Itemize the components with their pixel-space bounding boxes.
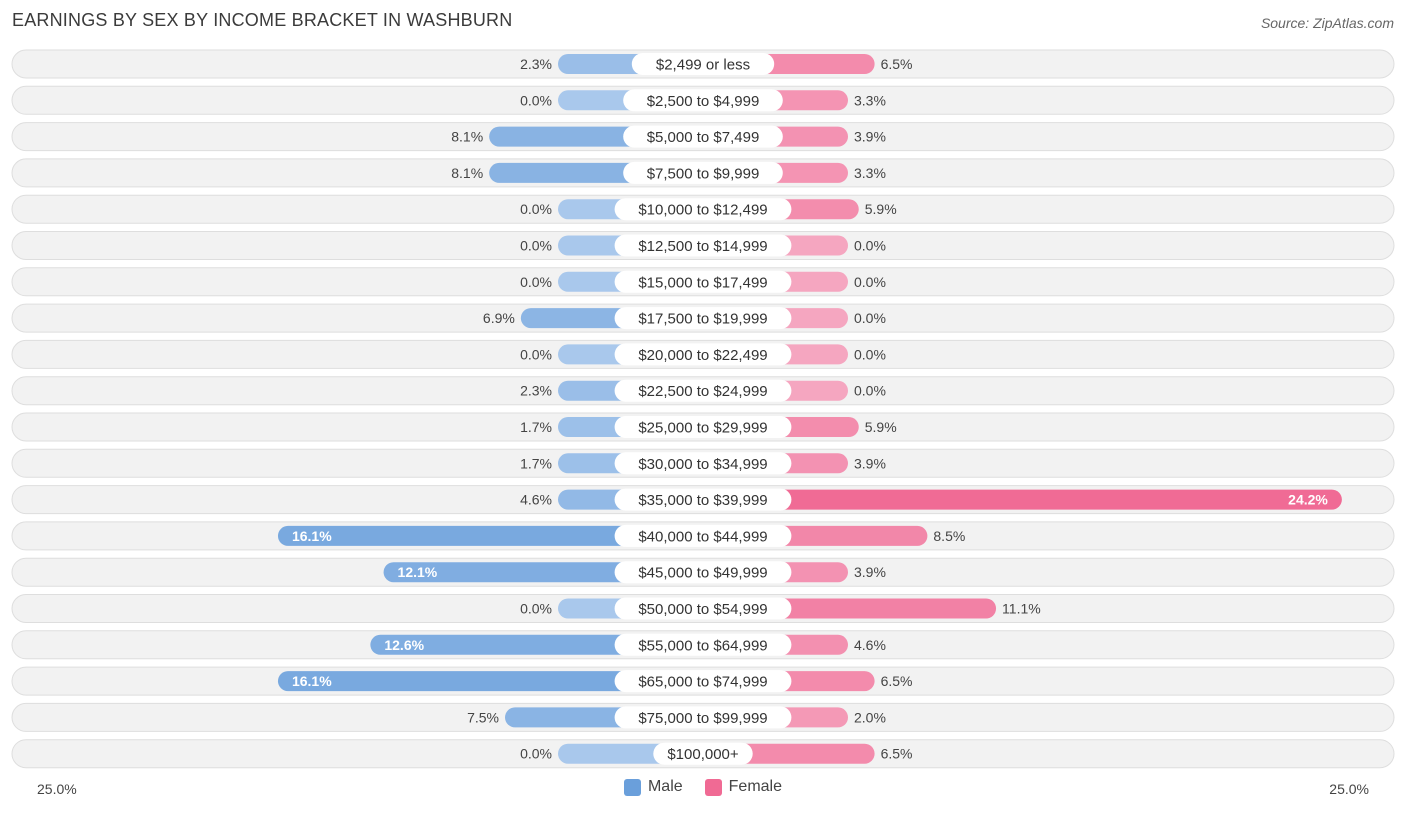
category-label-pill bbox=[614, 633, 792, 656]
category-label: $100,000+ bbox=[667, 746, 739, 763]
value-label-female: 2.0% bbox=[854, 709, 886, 725]
category-label-pill bbox=[614, 270, 792, 293]
bar-male[interactable] bbox=[277, 671, 703, 692]
value-label-male: 0.0% bbox=[520, 274, 552, 290]
category-label: $2,499 or less bbox=[656, 57, 750, 74]
category-label: $7,500 to $9,999 bbox=[647, 165, 760, 182]
category-label: $2,500 to $4,999 bbox=[647, 93, 760, 110]
value-label-male: 7.5% bbox=[467, 709, 499, 725]
legend-item-female[interactable]: Female bbox=[704, 778, 783, 796]
value-label-male: 0.0% bbox=[520, 346, 552, 362]
value-label-male: 0.0% bbox=[520, 238, 552, 254]
value-label-female: 11.1% bbox=[1002, 601, 1041, 617]
category-label-pill bbox=[631, 53, 775, 75]
category-label: $35,000 to $39,999 bbox=[638, 492, 767, 509]
value-label-male: 0.0% bbox=[520, 746, 552, 762]
value-label-male: 16.1% bbox=[292, 528, 332, 544]
category-label: $15,000 to $17,499 bbox=[638, 274, 767, 291]
category-label-pill bbox=[614, 488, 792, 511]
legend-label-male: Male bbox=[647, 778, 683, 795]
legend-swatch-male bbox=[623, 778, 641, 796]
category-label-pill bbox=[614, 670, 792, 693]
category-label-pill bbox=[614, 452, 792, 475]
value-label-male: 2.3% bbox=[520, 56, 552, 72]
chart-title: EARNINGS BY SEX BY INCOME BRACKET IN WAS… bbox=[12, 10, 513, 30]
category-label: $45,000 to $49,999 bbox=[638, 565, 767, 582]
category-label: $30,000 to $34,999 bbox=[638, 456, 767, 473]
axis-left-label: 25.0% bbox=[37, 781, 77, 797]
category-label: $55,000 to $64,999 bbox=[638, 637, 767, 654]
category-label-pill bbox=[614, 597, 792, 620]
category-label: $40,000 to $44,999 bbox=[638, 528, 767, 545]
value-label-male: 1.7% bbox=[520, 419, 552, 435]
value-label-male: 0.0% bbox=[520, 201, 552, 217]
value-label-male: 2.3% bbox=[520, 383, 552, 399]
category-label: $22,500 to $24,999 bbox=[638, 383, 767, 400]
value-label-female: 5.9% bbox=[865, 201, 897, 217]
value-label-male: 16.1% bbox=[292, 673, 332, 689]
category-label-pill bbox=[614, 561, 792, 584]
category-label: $5,000 to $7,499 bbox=[647, 129, 760, 146]
category-label-pill bbox=[623, 161, 783, 184]
value-label-female: 0.0% bbox=[854, 238, 886, 254]
value-label-female: 0.0% bbox=[854, 274, 886, 290]
category-label-pill bbox=[614, 379, 792, 402]
legend-item-male[interactable]: Male bbox=[623, 778, 683, 796]
value-label-female: 6.5% bbox=[881, 56, 913, 72]
value-label-male: 12.6% bbox=[384, 637, 424, 653]
value-label-female: 5.9% bbox=[865, 419, 897, 435]
axis-right-label: 25.0% bbox=[1329, 781, 1369, 797]
value-label-male: 8.1% bbox=[451, 165, 483, 181]
value-label-male: 8.1% bbox=[451, 129, 483, 145]
category-label-pill bbox=[614, 524, 792, 547]
value-label-female: 6.5% bbox=[881, 746, 913, 762]
value-label-female: 3.3% bbox=[854, 165, 886, 181]
bar-chart: $2,499 or less 2.3% 6.5% $2,500 to $4,999 0.… bbox=[11, 49, 1395, 769]
value-label-female: 3.9% bbox=[854, 455, 886, 471]
value-label-female: 24.2% bbox=[1288, 492, 1328, 508]
value-label-male: 0.0% bbox=[520, 92, 552, 108]
value-label-female: 8.5% bbox=[933, 528, 965, 544]
value-label-female: 3.3% bbox=[854, 92, 886, 108]
category-label-pill bbox=[614, 198, 792, 221]
category-label: $10,000 to $12,499 bbox=[638, 202, 767, 219]
category-label-pill bbox=[623, 125, 783, 148]
category-label: $65,000 to $74,999 bbox=[638, 674, 767, 691]
category-label-pill bbox=[623, 89, 783, 112]
value-label-female: 0.0% bbox=[854, 383, 886, 399]
value-label-male: 4.6% bbox=[520, 492, 552, 508]
value-label-male: 6.9% bbox=[483, 310, 515, 326]
value-label-female: 3.9% bbox=[854, 129, 886, 145]
legend: Male Female bbox=[0, 778, 1406, 796]
legend-swatch-female bbox=[704, 778, 722, 796]
value-label-male: 1.7% bbox=[520, 455, 552, 471]
category-label: $50,000 to $54,999 bbox=[638, 601, 767, 618]
category-label-pill bbox=[614, 416, 792, 438]
category-label-pill bbox=[614, 234, 792, 257]
value-label-female: 0.0% bbox=[854, 310, 886, 326]
category-label-pill bbox=[614, 307, 792, 330]
bar-female[interactable] bbox=[703, 489, 1342, 510]
value-label-male: 12.1% bbox=[398, 564, 438, 580]
category-label: $12,500 to $14,999 bbox=[638, 238, 767, 255]
value-label-female: 3.9% bbox=[854, 564, 886, 580]
value-label-female: 0.0% bbox=[854, 346, 886, 362]
category-label-pill bbox=[614, 343, 792, 366]
source-credit: Source: ZipAtlas.com bbox=[1260, 15, 1394, 31]
category-label: $25,000 to $29,999 bbox=[638, 420, 767, 437]
category-label: $20,000 to $22,499 bbox=[638, 347, 767, 364]
category-label-pill bbox=[614, 706, 792, 729]
value-label-female: 4.6% bbox=[854, 637, 886, 653]
category-label: $75,000 to $99,999 bbox=[638, 710, 767, 727]
value-label-female: 6.5% bbox=[881, 673, 913, 689]
bar-male[interactable] bbox=[277, 525, 703, 546]
value-label-male: 0.0% bbox=[520, 601, 552, 617]
legend-label-female: Female bbox=[728, 778, 783, 795]
category-label-pill bbox=[653, 742, 753, 765]
category-label: $17,500 to $19,999 bbox=[638, 311, 767, 328]
